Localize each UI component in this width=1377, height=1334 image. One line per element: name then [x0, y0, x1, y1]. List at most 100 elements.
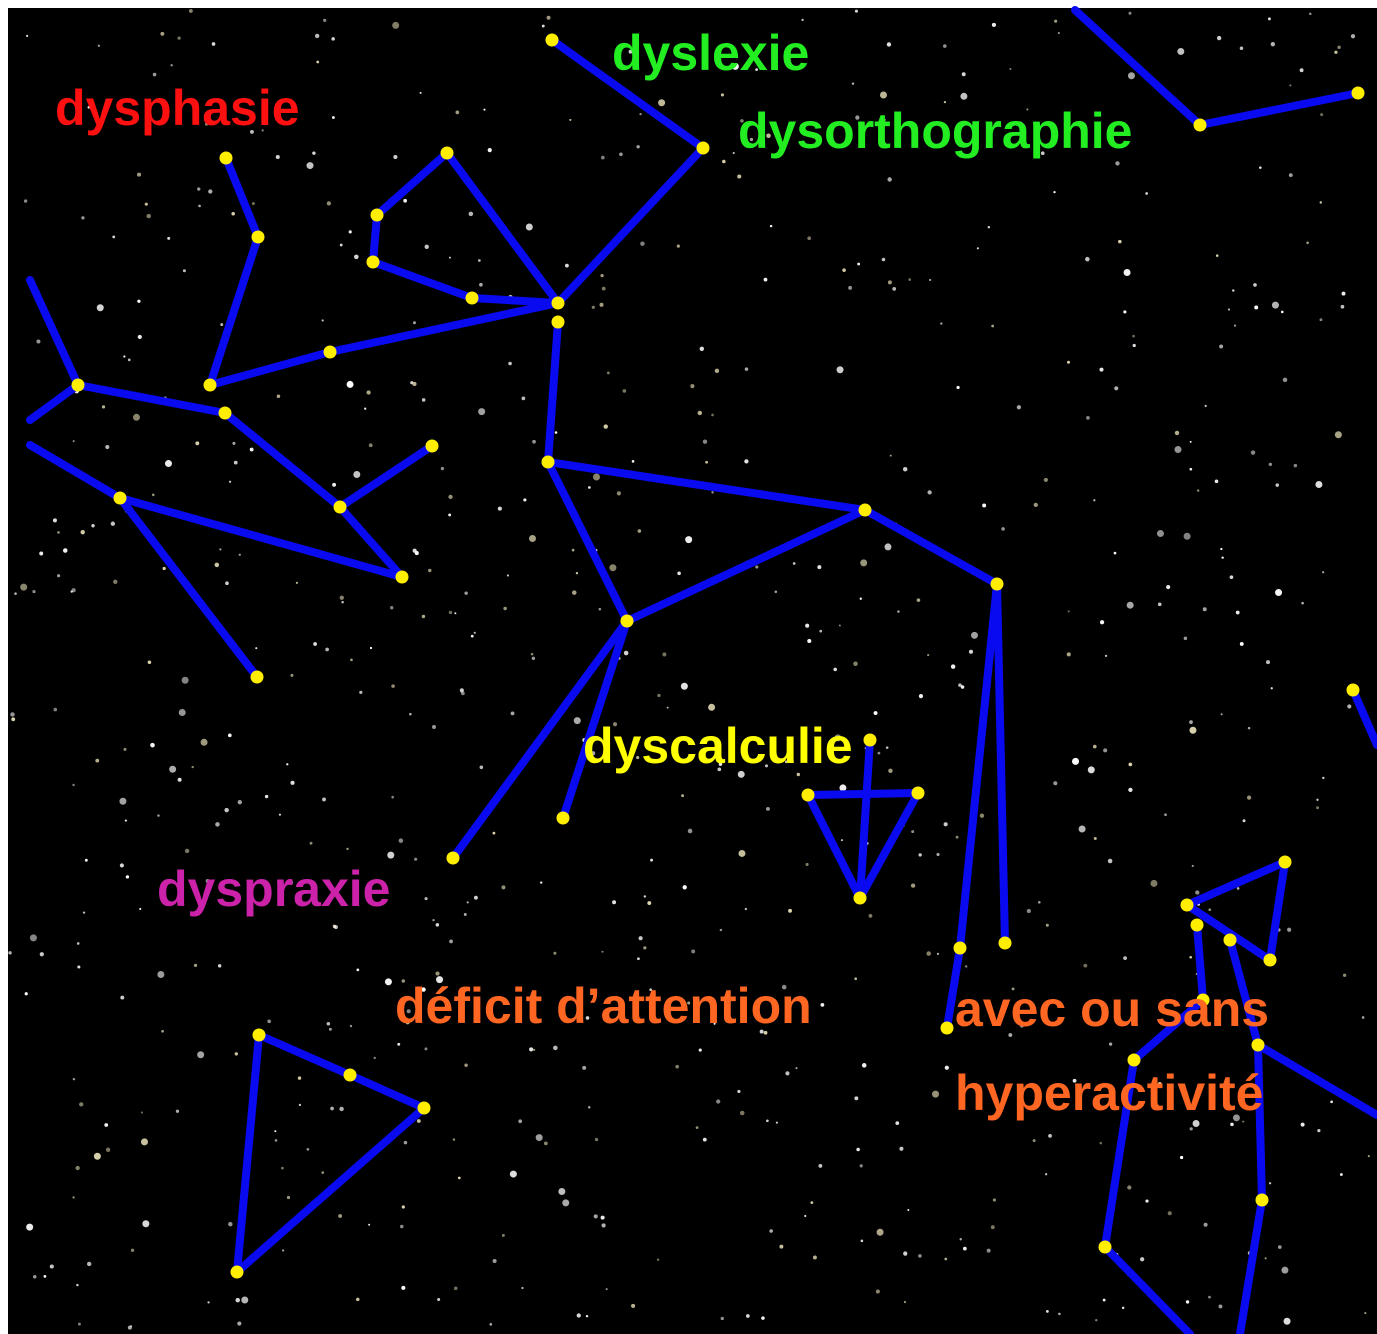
star	[639, 113, 641, 115]
star	[324, 346, 337, 359]
star	[1343, 974, 1346, 977]
star	[282, 1249, 284, 1251]
star	[197, 187, 200, 190]
star	[969, 650, 973, 654]
star	[72, 784, 74, 786]
star	[582, 1066, 586, 1070]
star	[1190, 468, 1193, 471]
star	[722, 160, 726, 164]
star	[507, 574, 509, 576]
star	[745, 908, 747, 910]
star	[1175, 431, 1179, 435]
star	[403, 199, 407, 203]
star	[667, 707, 669, 709]
star	[1284, 1318, 1291, 1325]
star	[553, 952, 556, 955]
star	[466, 292, 479, 305]
star	[711, 491, 713, 493]
star	[853, 661, 858, 666]
star	[607, 372, 610, 375]
star	[854, 977, 857, 980]
star	[820, 1003, 824, 1007]
star	[139, 908, 141, 910]
star	[557, 812, 570, 825]
star	[681, 683, 688, 690]
star	[1168, 1211, 1172, 1215]
star	[1083, 964, 1087, 968]
star	[638, 529, 642, 533]
star	[79, 1102, 83, 1106]
star	[619, 152, 623, 156]
star	[1269, 1182, 1271, 1184]
star	[1046, 924, 1049, 927]
star	[647, 901, 651, 905]
star	[1322, 777, 1324, 779]
star	[720, 929, 722, 931]
star	[215, 822, 220, 827]
star	[198, 205, 201, 208]
star	[558, 1188, 565, 1195]
star	[241, 1296, 248, 1303]
star	[744, 459, 748, 463]
star	[1334, 51, 1337, 54]
star	[1140, 1257, 1144, 1261]
star	[310, 842, 313, 845]
star	[413, 549, 417, 553]
star	[503, 607, 506, 610]
star	[228, 734, 232, 738]
star	[57, 531, 60, 534]
star	[643, 946, 646, 949]
star	[113, 580, 117, 584]
star	[218, 964, 221, 967]
star	[636, 145, 639, 148]
star	[1271, 687, 1273, 689]
star	[364, 408, 366, 410]
star	[232, 442, 235, 445]
star	[1124, 269, 1131, 276]
star	[435, 971, 439, 975]
star	[542, 25, 545, 28]
star	[595, 1138, 598, 1141]
star	[1190, 1127, 1193, 1130]
star	[700, 347, 704, 351]
star	[274, 1130, 276, 1132]
star	[167, 237, 170, 240]
star	[1099, 368, 1103, 372]
star	[11, 717, 15, 721]
star	[1340, 1173, 1343, 1176]
star	[238, 800, 242, 804]
star	[182, 677, 189, 684]
star	[488, 148, 492, 152]
star	[458, 1177, 461, 1180]
star	[1164, 813, 1167, 816]
star	[644, 895, 646, 897]
star	[157, 814, 159, 816]
star	[675, 1065, 679, 1069]
star	[1301, 602, 1304, 605]
star	[432, 725, 436, 729]
star	[699, 1049, 702, 1052]
star	[189, 9, 193, 13]
star	[401, 1286, 405, 1290]
star	[962, 72, 966, 76]
star	[179, 709, 186, 716]
star	[818, 1164, 822, 1168]
star	[592, 306, 595, 309]
star	[1177, 48, 1184, 55]
star	[1205, 405, 1207, 407]
star	[332, 116, 335, 119]
star	[128, 359, 131, 362]
star	[322, 798, 326, 802]
star	[298, 1076, 301, 1079]
star	[1184, 637, 1187, 640]
star	[235, 1298, 239, 1302]
star	[1145, 192, 1148, 195]
star	[464, 591, 467, 594]
star	[183, 269, 186, 272]
star	[569, 119, 571, 121]
star	[119, 798, 126, 805]
star	[464, 913, 467, 916]
star	[374, 1057, 376, 1059]
star	[553, 1046, 558, 1051]
star	[542, 456, 555, 469]
